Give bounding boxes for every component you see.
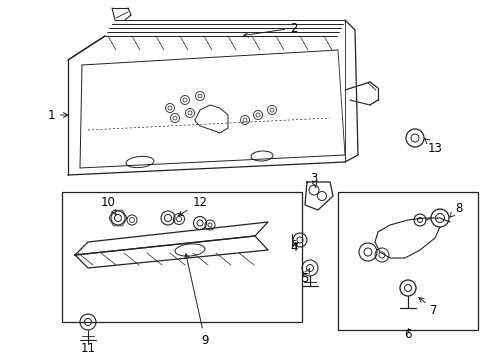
Bar [337,192,477,330]
Text: 2: 2 [244,22,297,37]
Text: 5: 5 [300,269,309,284]
Text: 7: 7 [418,297,437,316]
Text: 13: 13 [424,139,442,154]
Text: 9: 9 [184,254,208,346]
Text: 11: 11 [81,342,95,355]
Text: 8: 8 [449,202,462,217]
Text: 12: 12 [178,195,207,216]
Bar [62,192,302,322]
Text: 3: 3 [309,171,317,188]
Text: 10: 10 [101,195,116,215]
Text: 1: 1 [47,108,68,122]
Text: 4: 4 [290,240,297,253]
Text: 6: 6 [404,328,411,342]
